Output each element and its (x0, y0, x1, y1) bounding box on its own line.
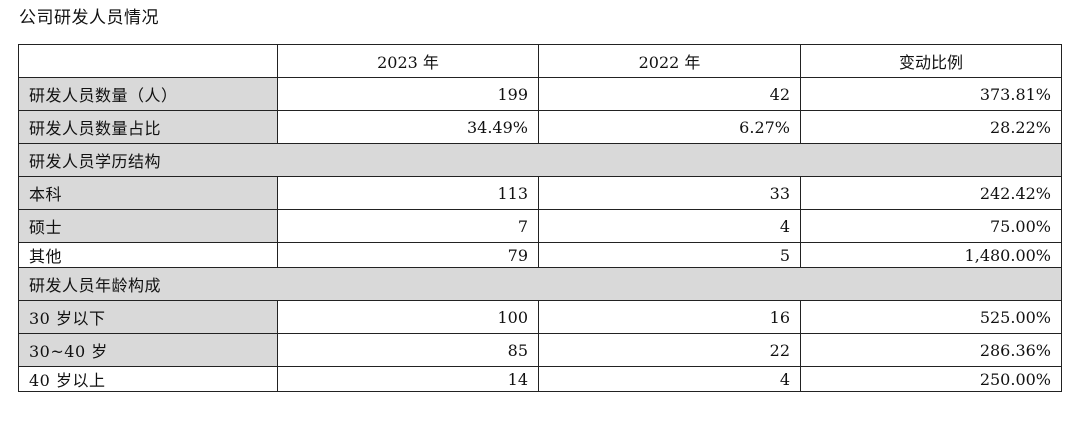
row-label: 本科 (18, 176, 278, 210)
cell-2022: 4 (538, 366, 801, 392)
cell-change-ratio: 242.42% (800, 176, 1062, 210)
table-row: 研发人员数量（人） 199 42 373.81% (18, 77, 1062, 111)
row-label: 硕士 (18, 209, 278, 243)
cell-2022: 33 (538, 176, 801, 210)
cell-change-ratio: 286.36% (800, 333, 1062, 367)
table-row: 硕士 7 4 75.00% (18, 209, 1062, 243)
cell-2023: 100 (277, 300, 539, 334)
cell-2022: 4 (538, 209, 801, 243)
table-row: 30 岁以下 100 16 525.00% (18, 300, 1062, 334)
table-row: 30~40 岁 85 22 286.36% (18, 333, 1062, 367)
rd-personnel-table: 2023 年 2022 年 变动比例 研发人员数量（人） 199 42 373.… (18, 44, 1062, 392)
column-header-2022: 2022 年 (538, 44, 801, 78)
cell-2022: 22 (538, 333, 801, 367)
cell-change-ratio: 75.00% (800, 209, 1062, 243)
cell-2023: 14 (277, 366, 539, 392)
table-row: 其他 79 5 1,480.00% (18, 242, 1062, 268)
cell-2023: 7 (277, 209, 539, 243)
row-label: 研发人员数量（人） (18, 77, 278, 111)
header-corner-cell (18, 44, 278, 78)
row-label: 其他 (18, 242, 278, 268)
row-label: 30~40 岁 (18, 333, 278, 367)
section-heading: 研发人员学历结构 (18, 143, 1062, 177)
cell-2023: 79 (277, 242, 539, 268)
cell-2022: 5 (538, 242, 801, 268)
table-row: 40 岁以上 14 4 250.00% (18, 366, 1062, 392)
cell-2022: 16 (538, 300, 801, 334)
table-row: 研发人员数量占比 34.49% 6.27% 28.22% (18, 110, 1062, 144)
cell-2023: 34.49% (277, 110, 539, 144)
cell-2022: 42 (538, 77, 801, 111)
cell-change-ratio: 373.81% (800, 77, 1062, 111)
cell-2022: 6.27% (538, 110, 801, 144)
row-label: 40 岁以上 (18, 366, 278, 392)
cell-change-ratio: 28.22% (800, 110, 1062, 144)
cell-2023: 113 (277, 176, 539, 210)
section-row: 研发人员年龄构成 (18, 267, 1062, 301)
cell-change-ratio: 250.00% (800, 366, 1062, 392)
table-row: 本科 113 33 242.42% (18, 176, 1062, 210)
cell-2023: 85 (277, 333, 539, 367)
cell-change-ratio: 525.00% (800, 300, 1062, 334)
cell-2023: 199 (277, 77, 539, 111)
row-label: 30 岁以下 (18, 300, 278, 334)
column-header-change-ratio: 变动比例 (800, 44, 1062, 78)
section-row: 研发人员学历结构 (18, 143, 1062, 177)
cell-change-ratio: 1,480.00% (800, 242, 1062, 268)
page-title: 公司研发人员情况 (19, 8, 159, 28)
section-heading: 研发人员年龄构成 (18, 267, 1062, 301)
column-header-2023: 2023 年 (277, 44, 539, 78)
table-header-row: 2023 年 2022 年 变动比例 (18, 44, 1062, 78)
row-label: 研发人员数量占比 (18, 110, 278, 144)
